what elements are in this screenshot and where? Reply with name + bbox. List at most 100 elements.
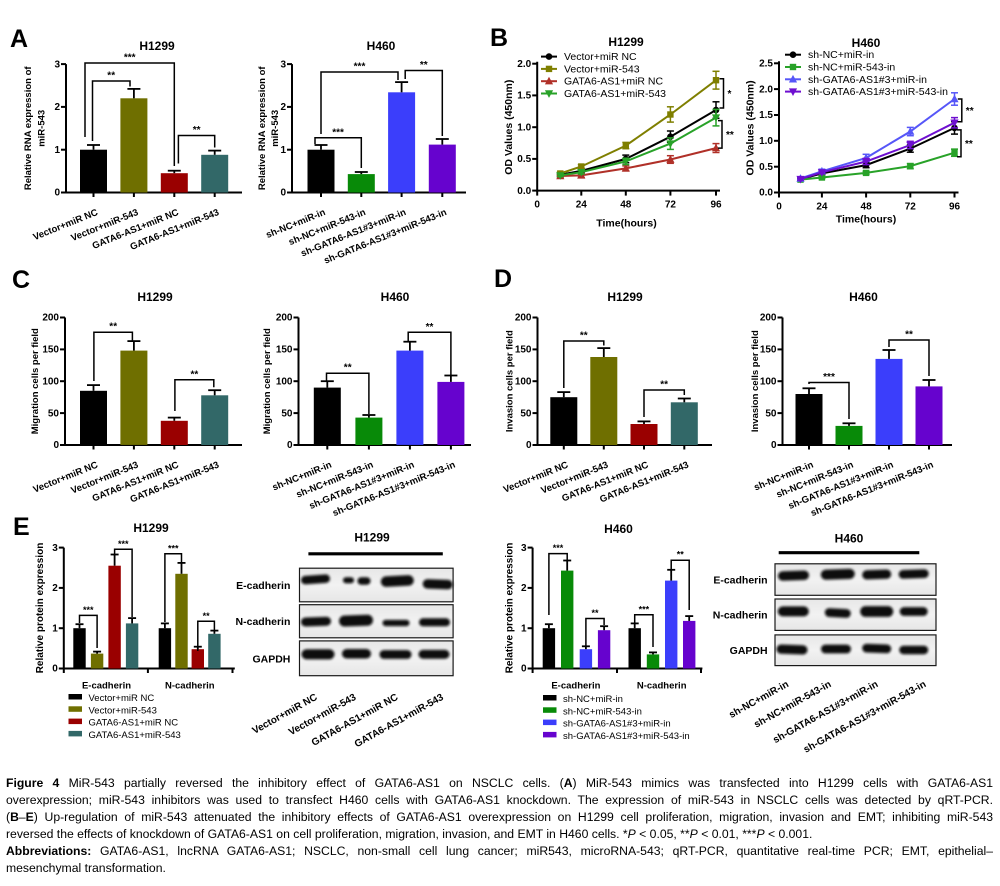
svg-text:Migration cells per field: Migration cells per field [30, 328, 41, 434]
svg-text:H460: H460 [849, 290, 878, 304]
svg-text:***: *** [553, 543, 564, 553]
svg-text:24: 24 [576, 200, 588, 211]
svg-text:0: 0 [526, 440, 532, 451]
svg-text:E-cadherin: E-cadherin [82, 681, 131, 692]
svg-text:1.5: 1.5 [759, 110, 773, 121]
svg-text:sh-GATA6-AS1#3+miR-in: sh-GATA6-AS1#3+miR-in [808, 74, 927, 86]
svg-text:96: 96 [949, 202, 961, 213]
svg-text:sh-GATA6-AS1#3+miR-543-in: sh-GATA6-AS1#3+miR-543-in [808, 86, 948, 98]
svg-text:72: 72 [665, 200, 677, 211]
svg-text:OD Values (450nm): OD Values (450nm) [745, 80, 757, 175]
svg-text:50: 50 [520, 408, 532, 419]
svg-text:100: 100 [515, 376, 532, 387]
svg-text:**: ** [344, 363, 352, 374]
svg-text:sh-GATA6-AS1#3+miR-543-in: sh-GATA6-AS1#3+miR-543-in [563, 731, 690, 742]
svg-text:200: 200 [42, 313, 59, 324]
svg-text:GATA6-AS1+miR-543: GATA6-AS1+miR-543 [89, 730, 181, 741]
svg-text:***: *** [124, 53, 136, 64]
svg-text:N-cadherin: N-cadherin [165, 681, 215, 692]
svg-text:Migration cells per field: Migration cells per field [262, 328, 273, 434]
svg-text:1: 1 [54, 145, 60, 156]
svg-text:GATA6-AS1+miR-543: GATA6-AS1+miR-543 [564, 88, 666, 100]
svg-text:**: ** [109, 322, 117, 333]
svg-text:H460: H460 [835, 532, 864, 546]
svg-text:0: 0 [534, 200, 540, 211]
svg-text:B: B [490, 24, 508, 52]
svg-text:Relative RNA expression of: Relative RNA expression of [257, 66, 268, 191]
svg-text:2.5: 2.5 [759, 59, 773, 70]
svg-text:Vector+miR NC: Vector+miR NC [564, 51, 637, 63]
svg-text:H1299: H1299 [607, 290, 643, 304]
svg-text:OD Values (450nm): OD Values (450nm) [503, 80, 515, 175]
svg-text:1: 1 [52, 623, 58, 634]
svg-text:Relative protein expression: Relative protein expression [505, 543, 516, 674]
svg-text:Vector+miR-543: Vector+miR-543 [564, 63, 640, 75]
svg-text:200: 200 [515, 313, 532, 324]
svg-text:**: ** [965, 139, 973, 150]
svg-text:100: 100 [42, 376, 59, 387]
svg-text:GAPDH: GAPDH [252, 653, 290, 665]
svg-text:Relative RNA expression of: Relative RNA expression of [23, 66, 34, 191]
svg-text:Invasion cells per field: Invasion cells per field [505, 330, 516, 432]
svg-text:1: 1 [280, 145, 286, 156]
svg-text:**: ** [726, 130, 734, 141]
svg-text:**: ** [203, 611, 211, 621]
svg-text:***: *** [83, 605, 94, 615]
svg-text:2.0: 2.0 [517, 59, 531, 70]
svg-text:N-cadherin: N-cadherin [236, 616, 291, 628]
svg-text:0.5: 0.5 [759, 162, 773, 173]
svg-text:100: 100 [276, 376, 293, 387]
svg-text:50: 50 [48, 408, 60, 419]
svg-text:2: 2 [54, 102, 60, 113]
svg-text:***: *** [118, 539, 129, 549]
svg-text:Relative protein expression: Relative protein expression [35, 543, 46, 674]
svg-text:24: 24 [816, 202, 828, 213]
svg-text:**: ** [580, 331, 588, 342]
svg-text:150: 150 [42, 345, 59, 356]
svg-text:H460: H460 [381, 290, 410, 304]
svg-text:miR-543: miR-543 [270, 110, 281, 147]
svg-text:200: 200 [760, 313, 777, 324]
svg-text:3: 3 [52, 543, 58, 554]
svg-text:1.0: 1.0 [759, 136, 773, 147]
svg-text:D: D [494, 265, 512, 293]
svg-text:H460: H460 [852, 36, 881, 50]
svg-text:H1299: H1299 [608, 35, 644, 49]
svg-text:3: 3 [54, 59, 60, 70]
svg-text:96: 96 [710, 200, 722, 211]
svg-text:0: 0 [771, 440, 777, 451]
svg-text:GATA6-AS1+miR NC: GATA6-AS1+miR NC [564, 76, 664, 88]
svg-text:GAPDH: GAPDH [730, 645, 768, 657]
svg-text:GATA6-AS1+miR NC: GATA6-AS1+miR NC [89, 718, 179, 729]
svg-text:Invasion cells per field: Invasion cells per field [750, 330, 761, 432]
svg-text:**: ** [660, 380, 668, 391]
svg-text:C: C [12, 266, 30, 294]
svg-text:sh-GATA6-AS1#3+miR-in: sh-GATA6-AS1#3+miR-in [563, 719, 671, 730]
svg-text:H1299: H1299 [139, 39, 175, 53]
svg-text:***: *** [332, 127, 344, 138]
svg-text:sh-NC+miR-in: sh-NC+miR-in [563, 694, 623, 705]
svg-text:3: 3 [280, 59, 286, 70]
svg-text:0: 0 [280, 188, 286, 199]
svg-text:H460: H460 [367, 39, 396, 53]
svg-text:**: ** [426, 322, 434, 333]
svg-text:150: 150 [276, 345, 293, 356]
svg-text:Time(hours): Time(hours) [836, 214, 896, 226]
svg-text:72: 72 [905, 202, 917, 213]
svg-text:N-cadherin: N-cadherin [713, 610, 768, 622]
svg-text:50: 50 [281, 408, 293, 419]
svg-text:2.0: 2.0 [759, 84, 773, 95]
svg-text:48: 48 [861, 202, 873, 213]
svg-text:1: 1 [521, 623, 527, 634]
svg-text:0: 0 [776, 202, 782, 213]
svg-text:A: A [10, 25, 28, 53]
svg-text:0.5: 0.5 [517, 154, 531, 165]
svg-text:H460: H460 [604, 522, 633, 536]
svg-text:50: 50 [765, 408, 777, 419]
svg-text:150: 150 [515, 345, 532, 356]
svg-text:Time(hours): Time(hours) [596, 218, 656, 230]
svg-text:**: ** [677, 550, 685, 560]
svg-text:**: ** [420, 60, 428, 71]
svg-text:*: * [728, 89, 732, 100]
svg-text:***: *** [168, 543, 179, 553]
